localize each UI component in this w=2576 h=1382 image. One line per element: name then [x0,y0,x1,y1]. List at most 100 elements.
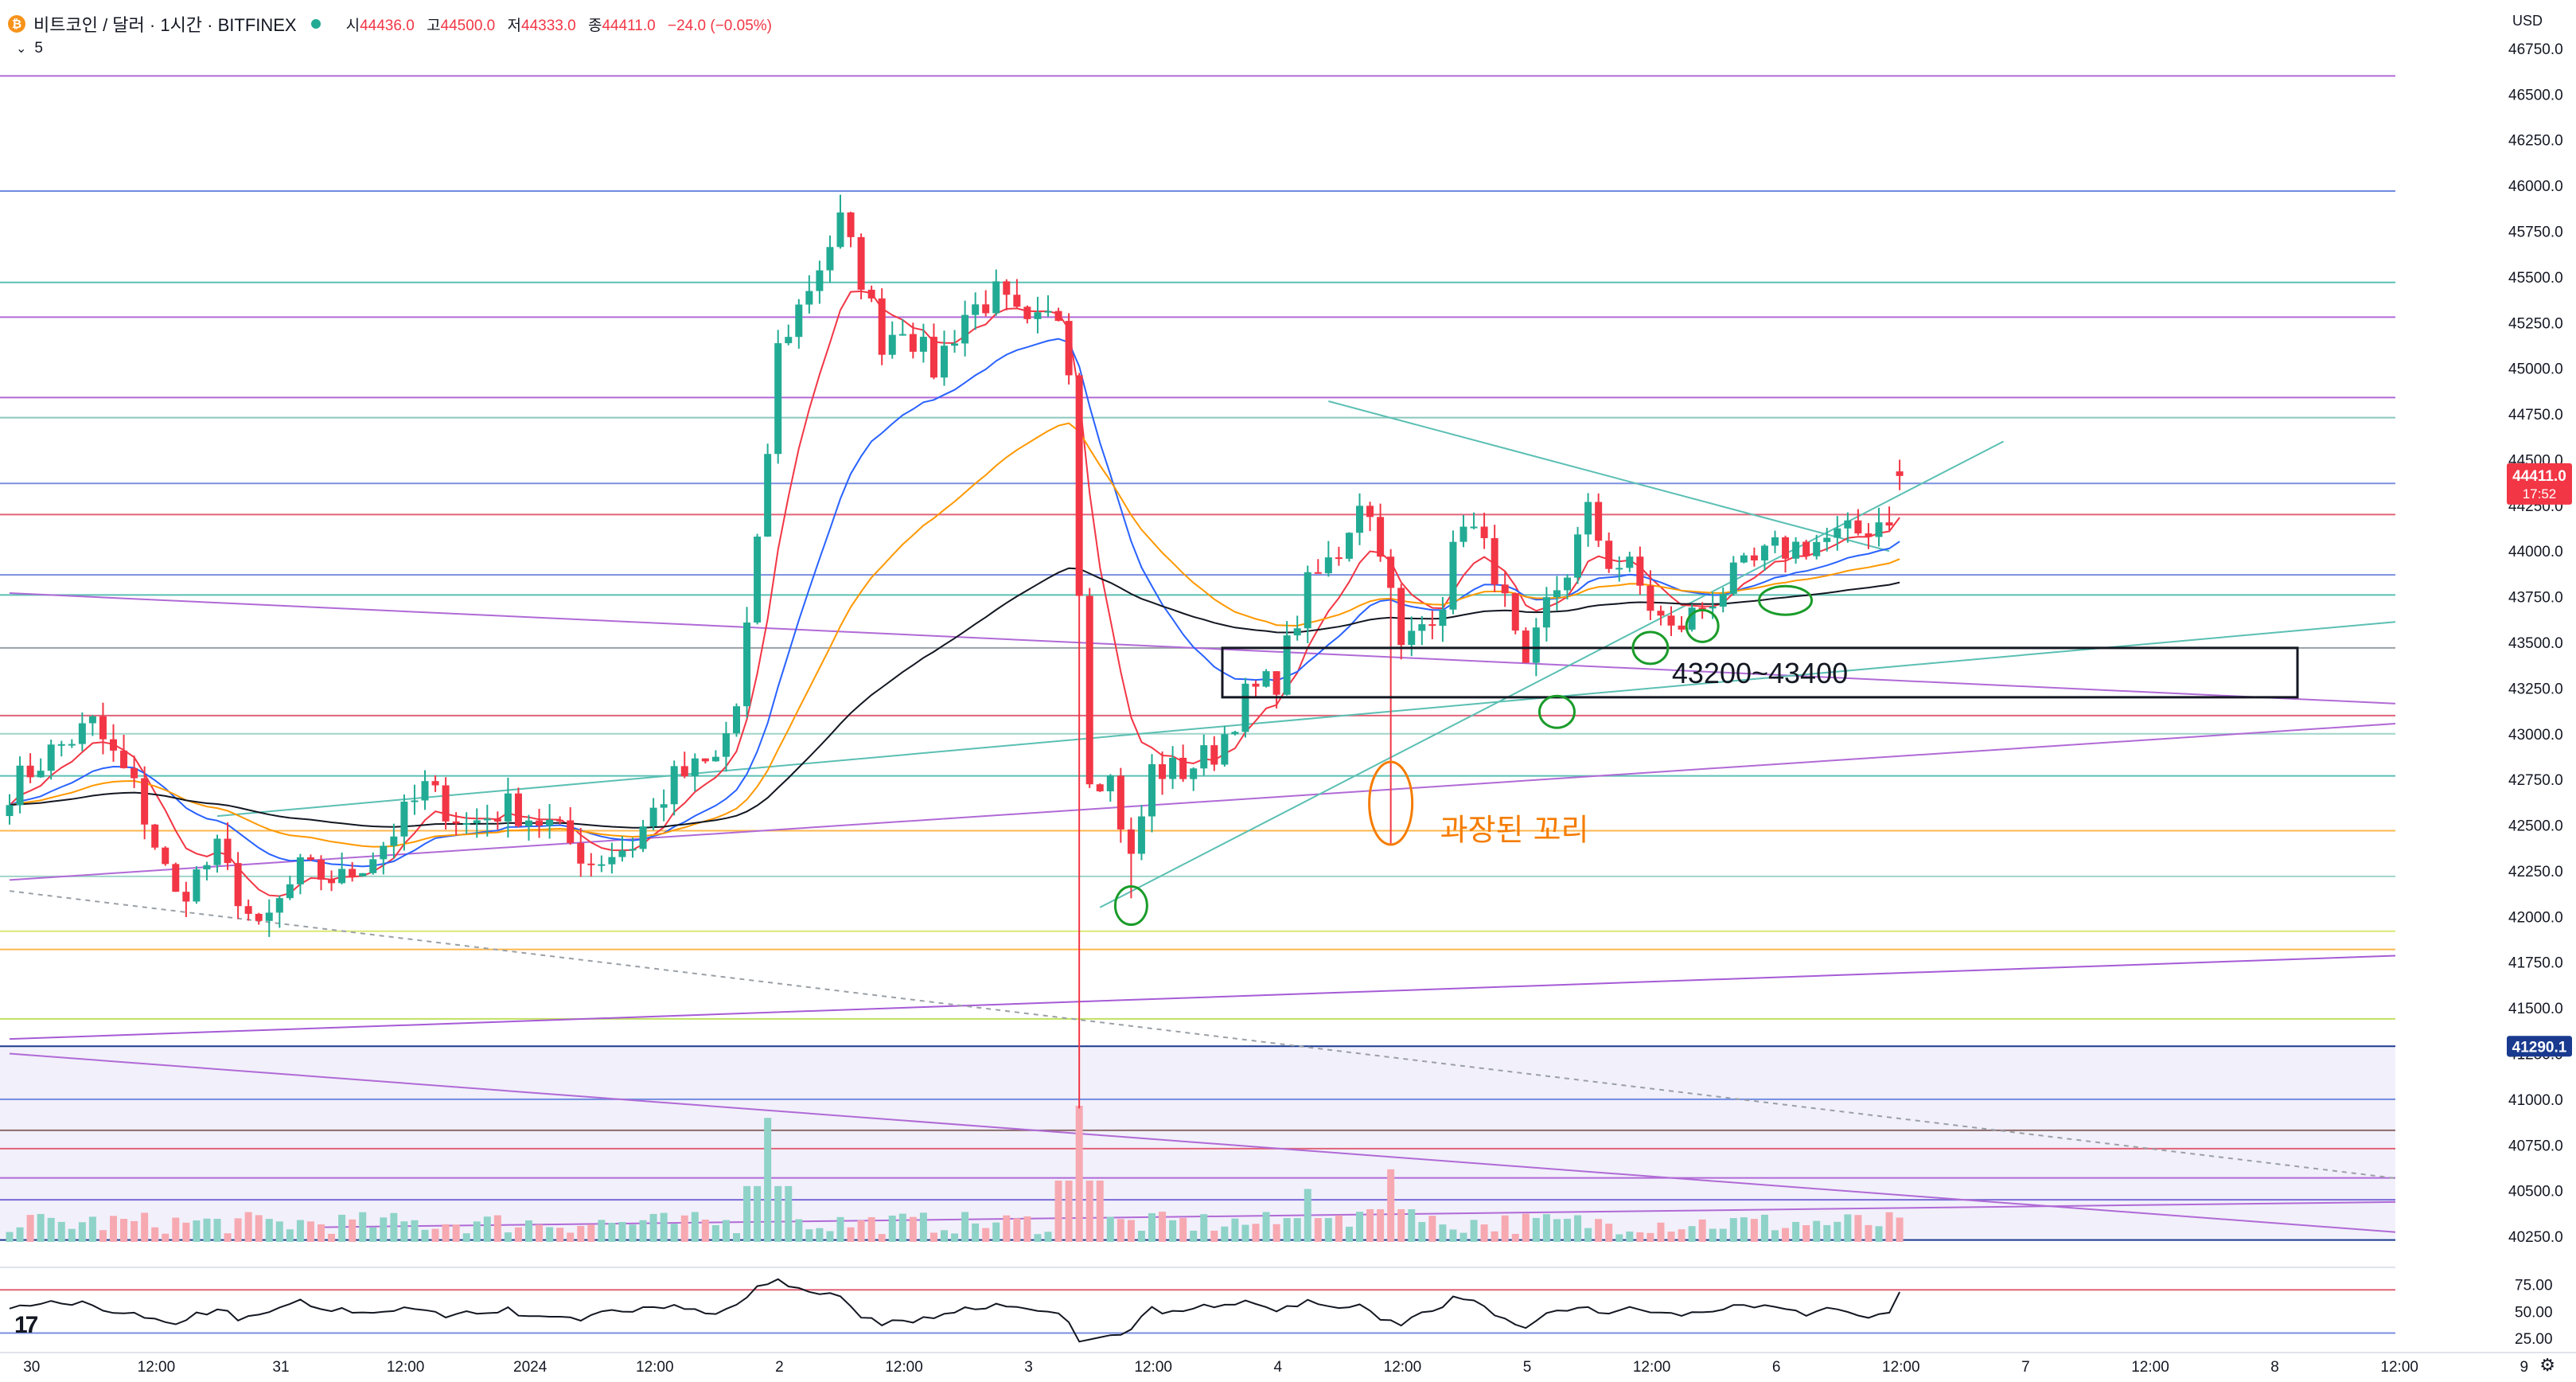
candle[interactable] [982,304,990,314]
candle[interactable] [1698,607,1706,610]
candle[interactable] [162,847,170,865]
candle[interactable] [1771,537,1779,546]
candle[interactable] [1366,506,1374,517]
candle[interactable] [1054,310,1062,322]
candle[interactable] [1782,537,1790,559]
candle[interactable] [182,892,190,902]
candle[interactable] [411,800,419,802]
current-price-tag[interactable] [2507,463,2572,505]
candle[interactable] [1190,768,1198,779]
candle[interactable] [151,824,159,848]
candle[interactable] [992,281,1000,314]
candle[interactable] [1657,611,1665,616]
candle[interactable] [213,838,221,865]
symbol-title[interactable]: 비트코인 / 달러 · 1시간 · BITFINEX [33,15,297,35]
candle[interactable] [1470,526,1478,529]
candle[interactable] [234,863,242,907]
candle[interactable] [131,767,138,779]
candle[interactable] [57,744,65,746]
candle[interactable] [1688,607,1696,630]
candle[interactable] [629,849,637,851]
candle[interactable] [898,334,906,336]
candle[interactable] [1428,624,1436,627]
rsi-line[interactable] [9,1278,1900,1343]
candle[interactable] [1667,615,1675,626]
candle[interactable] [1314,572,1322,574]
candle[interactable] [1044,310,1052,313]
candle[interactable] [909,334,917,352]
support-circle-3[interactable] [1685,608,1720,643]
candle[interactable] [1709,607,1717,609]
candle[interactable] [47,744,55,771]
candle[interactable] [1200,745,1208,769]
trend-line-1[interactable] [9,711,2575,881]
tail-ellipse[interactable] [1368,760,1414,846]
candle[interactable] [99,716,107,740]
candle[interactable] [244,906,252,914]
candle[interactable] [847,212,855,237]
candle[interactable] [1106,775,1114,792]
candle[interactable] [1813,541,1821,556]
candle[interactable] [514,793,522,826]
candle[interactable] [1085,595,1093,785]
candle[interactable] [1283,635,1291,695]
candle[interactable] [608,857,616,865]
candle[interactable] [774,343,782,455]
candle[interactable] [452,821,460,824]
candle[interactable] [400,802,408,837]
candle[interactable] [390,836,398,846]
candle[interactable] [1449,541,1457,610]
candle[interactable] [1636,556,1644,586]
candle[interactable] [680,766,688,777]
candle[interactable] [504,793,512,822]
trend-line-5[interactable] [216,605,2575,818]
candle[interactable] [660,804,668,808]
trend-line-2[interactable] [9,948,2575,1040]
candle[interactable] [431,781,439,786]
candle[interactable] [1148,763,1155,817]
support-circle-1[interactable] [1537,694,1576,729]
candle[interactable] [1065,321,1073,376]
candle[interactable] [473,820,481,824]
candle[interactable] [711,756,719,762]
candle[interactable] [1574,534,1582,578]
candle[interactable] [421,781,429,801]
candle[interactable] [1137,816,1145,854]
candle[interactable] [275,898,283,913]
candle[interactable] [525,820,532,826]
candle[interactable] [1096,784,1104,792]
candle[interactable] [577,842,585,864]
candle[interactable] [816,270,824,291]
candle[interactable] [483,818,491,821]
candle[interactable] [785,337,793,344]
candle[interactable] [286,884,294,899]
candle[interactable] [1418,624,1426,631]
candle[interactable] [380,845,388,860]
candle[interactable] [888,334,896,355]
candle[interactable] [265,912,273,921]
support-circle-2[interactable] [1631,630,1670,666]
support-circle-4[interactable] [1758,584,1814,616]
candle[interactable] [224,838,232,864]
candle[interactable] [1834,528,1841,538]
candle[interactable] [587,863,595,865]
candle[interactable] [1885,522,1893,526]
candle[interactable] [16,765,24,806]
candle[interactable] [193,869,201,902]
candle[interactable] [203,865,211,870]
candle[interactable] [1387,556,1395,588]
candle[interactable] [1169,757,1177,779]
trend-line-3[interactable] [9,1052,2575,1247]
ema-line-3[interactable] [9,567,1900,829]
candle[interactable] [649,807,657,827]
marked-price-tag[interactable] [2507,1036,2572,1057]
candle[interactable] [306,857,314,860]
candle[interactable] [639,826,647,849]
candle[interactable] [867,289,875,299]
candle[interactable] [1304,572,1311,629]
candle[interactable] [1595,502,1603,541]
candle[interactable] [919,337,927,352]
trend-line-0[interactable] [9,592,2575,713]
candle[interactable] [338,869,346,884]
